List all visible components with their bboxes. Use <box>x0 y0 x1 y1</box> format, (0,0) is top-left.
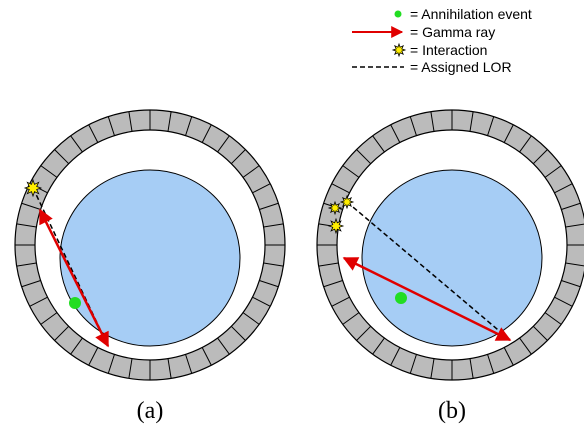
legend-label: = Annihilation event <box>410 6 532 22</box>
legend-label: = Assigned LOR <box>410 59 512 75</box>
annihilation-event <box>395 292 407 304</box>
caption: (a) <box>137 398 164 424</box>
interaction <box>329 202 341 214</box>
legend-label: = Interaction <box>410 42 487 58</box>
interaction <box>341 196 353 208</box>
legend-label: = Gamma ray <box>410 24 495 40</box>
rings <box>15 110 584 380</box>
interaction <box>25 180 41 196</box>
legend-dot <box>395 11 402 18</box>
caption: (b) <box>438 398 466 424</box>
figure: = Annihilation event = Gamma ray = Inter… <box>0 0 584 428</box>
annihilation-event <box>69 297 81 309</box>
interaction <box>393 44 405 56</box>
interaction <box>329 219 343 233</box>
object <box>362 170 542 346</box>
object <box>60 170 240 346</box>
